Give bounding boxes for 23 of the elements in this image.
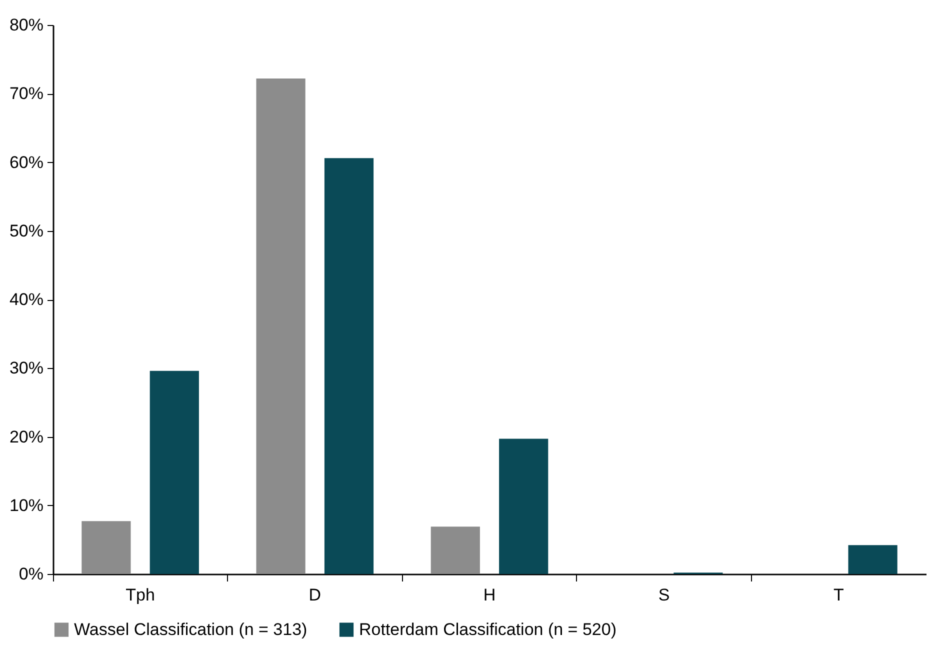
y-tick-label: 80% xyxy=(9,16,44,34)
y-tick-label: 60% xyxy=(9,152,44,172)
y-tick-label: 0% xyxy=(18,564,44,584)
bar xyxy=(256,78,306,574)
x-tick-label: D xyxy=(308,586,322,604)
legend-label: Rotterdam Classification (n = 520) xyxy=(359,620,616,639)
bar xyxy=(82,521,131,574)
y-tick-label: 50% xyxy=(9,221,44,240)
y-tick-label: 30% xyxy=(9,358,44,378)
x-tick-label: T xyxy=(834,586,844,604)
legend-label: Wassel Classification (n = 313) xyxy=(74,620,308,639)
bar xyxy=(430,526,480,574)
y-tick-label: 70% xyxy=(9,84,44,104)
y-tick-label: 40% xyxy=(9,290,44,309)
bar xyxy=(848,545,898,574)
bar xyxy=(150,370,199,574)
x-tick-label: S xyxy=(658,586,670,604)
x-tick-label: H xyxy=(483,586,496,604)
bar xyxy=(324,158,374,574)
bar xyxy=(499,438,548,574)
x-tick-label: Tph xyxy=(126,586,155,604)
y-tick-label: 10% xyxy=(9,496,44,515)
y-tick-label: 20% xyxy=(9,427,44,446)
